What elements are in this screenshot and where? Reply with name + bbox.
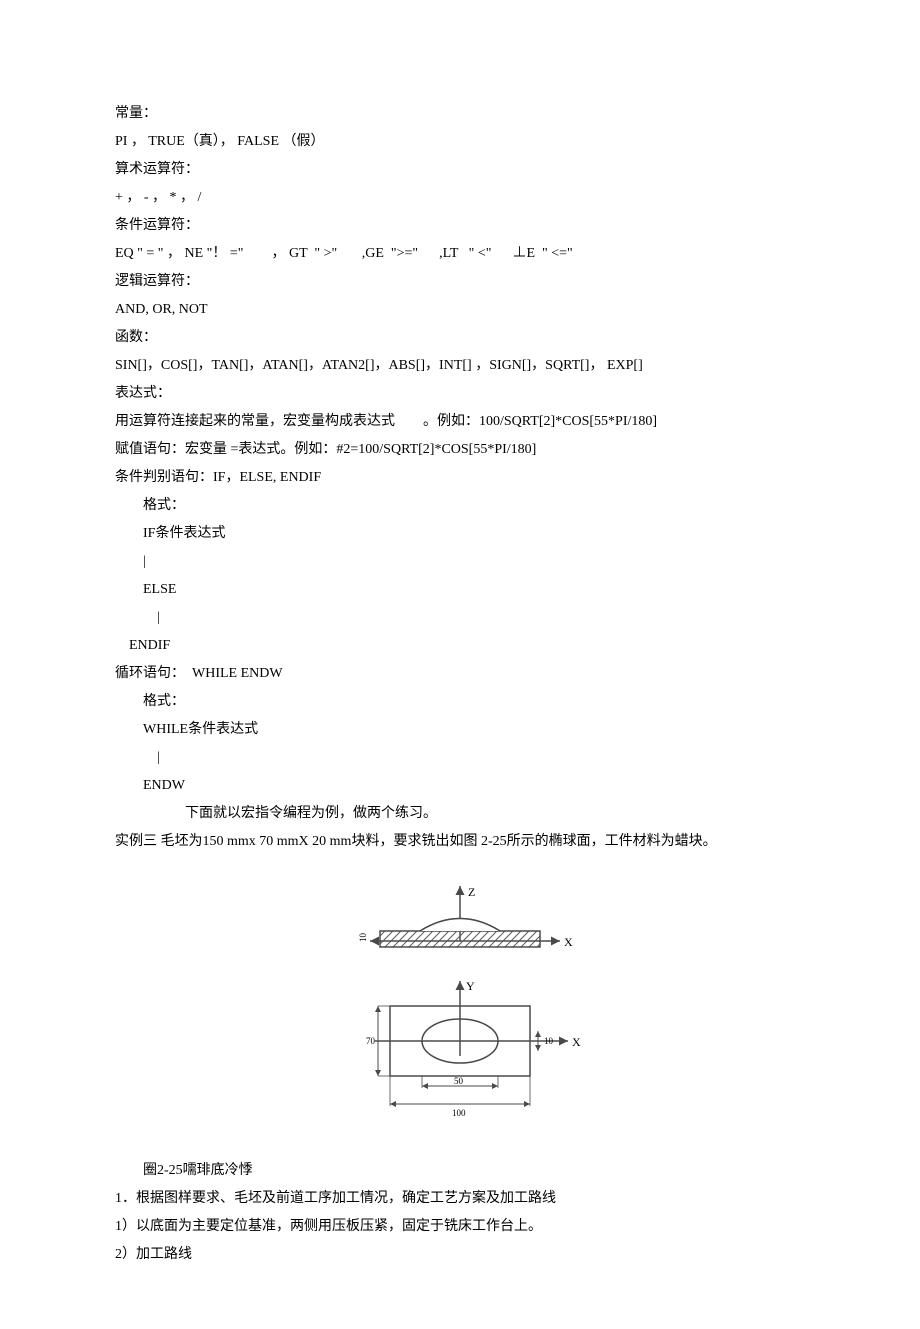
text-line: | xyxy=(115,744,805,772)
text-line: SIN[]，COS[]，TAN[]，ATAN[]，ATAN2[]，ABS[]，I… xyxy=(115,352,805,380)
text-line: IF条件表达式 xyxy=(115,520,805,548)
text-line: 表达式： xyxy=(115,380,805,408)
figure-caption: 圈2-25嚅琲底冷悸 xyxy=(115,1157,805,1185)
text-line: 条件判别语句：IF，ELSE, ENDIF xyxy=(115,464,805,492)
diagram-svg: Z X 10 Y X xyxy=(310,876,610,1136)
text-line: 格式： xyxy=(115,688,805,716)
text-line: 实例三 毛坯为150 mmx 70 mmX 20 mm块料，要求铣出如图 2-2… xyxy=(115,828,805,856)
text-line: 常量： xyxy=(115,100,805,128)
dim-label: 100 xyxy=(452,1108,466,1118)
text-line: ENDIF xyxy=(115,632,805,660)
dim-label: 10 xyxy=(358,933,368,943)
axis-y-label: Y xyxy=(466,979,475,993)
text-line: 逻辑运算符： xyxy=(115,268,805,296)
dim-label: 50 xyxy=(454,1076,464,1086)
text-line: 用运算符连接起来的常量，宏变量构成表达式 。例如：100/SQRT[2]*COS… xyxy=(115,408,805,436)
text-line: PI ， TRUE（真）， FALSE （假） xyxy=(115,128,805,156)
text-line: | xyxy=(115,604,805,632)
text-line: 下面就以宏指令编程为例，做两个练习。 xyxy=(115,800,805,828)
text-line: EQ " = " ， NE "！ =" ， GT " >" ,GE ">=" ,… xyxy=(115,240,805,268)
axis-x-label: X xyxy=(564,935,573,949)
dim-label: 10 xyxy=(544,1036,554,1046)
text-line: 条件运算符： xyxy=(115,212,805,240)
text-line: 算术运算符： xyxy=(115,156,805,184)
text-line: 1．根据图样要求、毛坯及前道工序加工情况，确定工艺方案及加工路线 xyxy=(115,1185,805,1213)
axis-z-label: Z xyxy=(468,885,475,899)
text-line: 格式： xyxy=(115,492,805,520)
text-line: ELSE xyxy=(115,576,805,604)
text-line: 赋值语句：宏变量 =表达式。例如：#2=100/SQRT[2]*COS[55*P… xyxy=(115,436,805,464)
text-line: ENDW xyxy=(115,772,805,800)
text-line: 函数： xyxy=(115,324,805,352)
axis-x-label: X xyxy=(572,1035,581,1049)
text-line: 循环语句： WHILE ENDW xyxy=(115,660,805,688)
text-line: AND, OR, NOT xyxy=(115,296,805,324)
text-line: + ， - ， * ， / xyxy=(115,184,805,212)
dim-label: 70 xyxy=(366,1036,376,1046)
text-line: 1）以底面为主要定位基准，两侧用压板压紧，固定于铣床工作台上。 xyxy=(115,1213,805,1241)
text-line: 2）加工路线 xyxy=(115,1241,805,1269)
text-line: | xyxy=(115,548,805,576)
text-line: WHILE条件表达式 xyxy=(115,716,805,744)
figure-2-25: Z X 10 Y X xyxy=(115,876,805,1147)
